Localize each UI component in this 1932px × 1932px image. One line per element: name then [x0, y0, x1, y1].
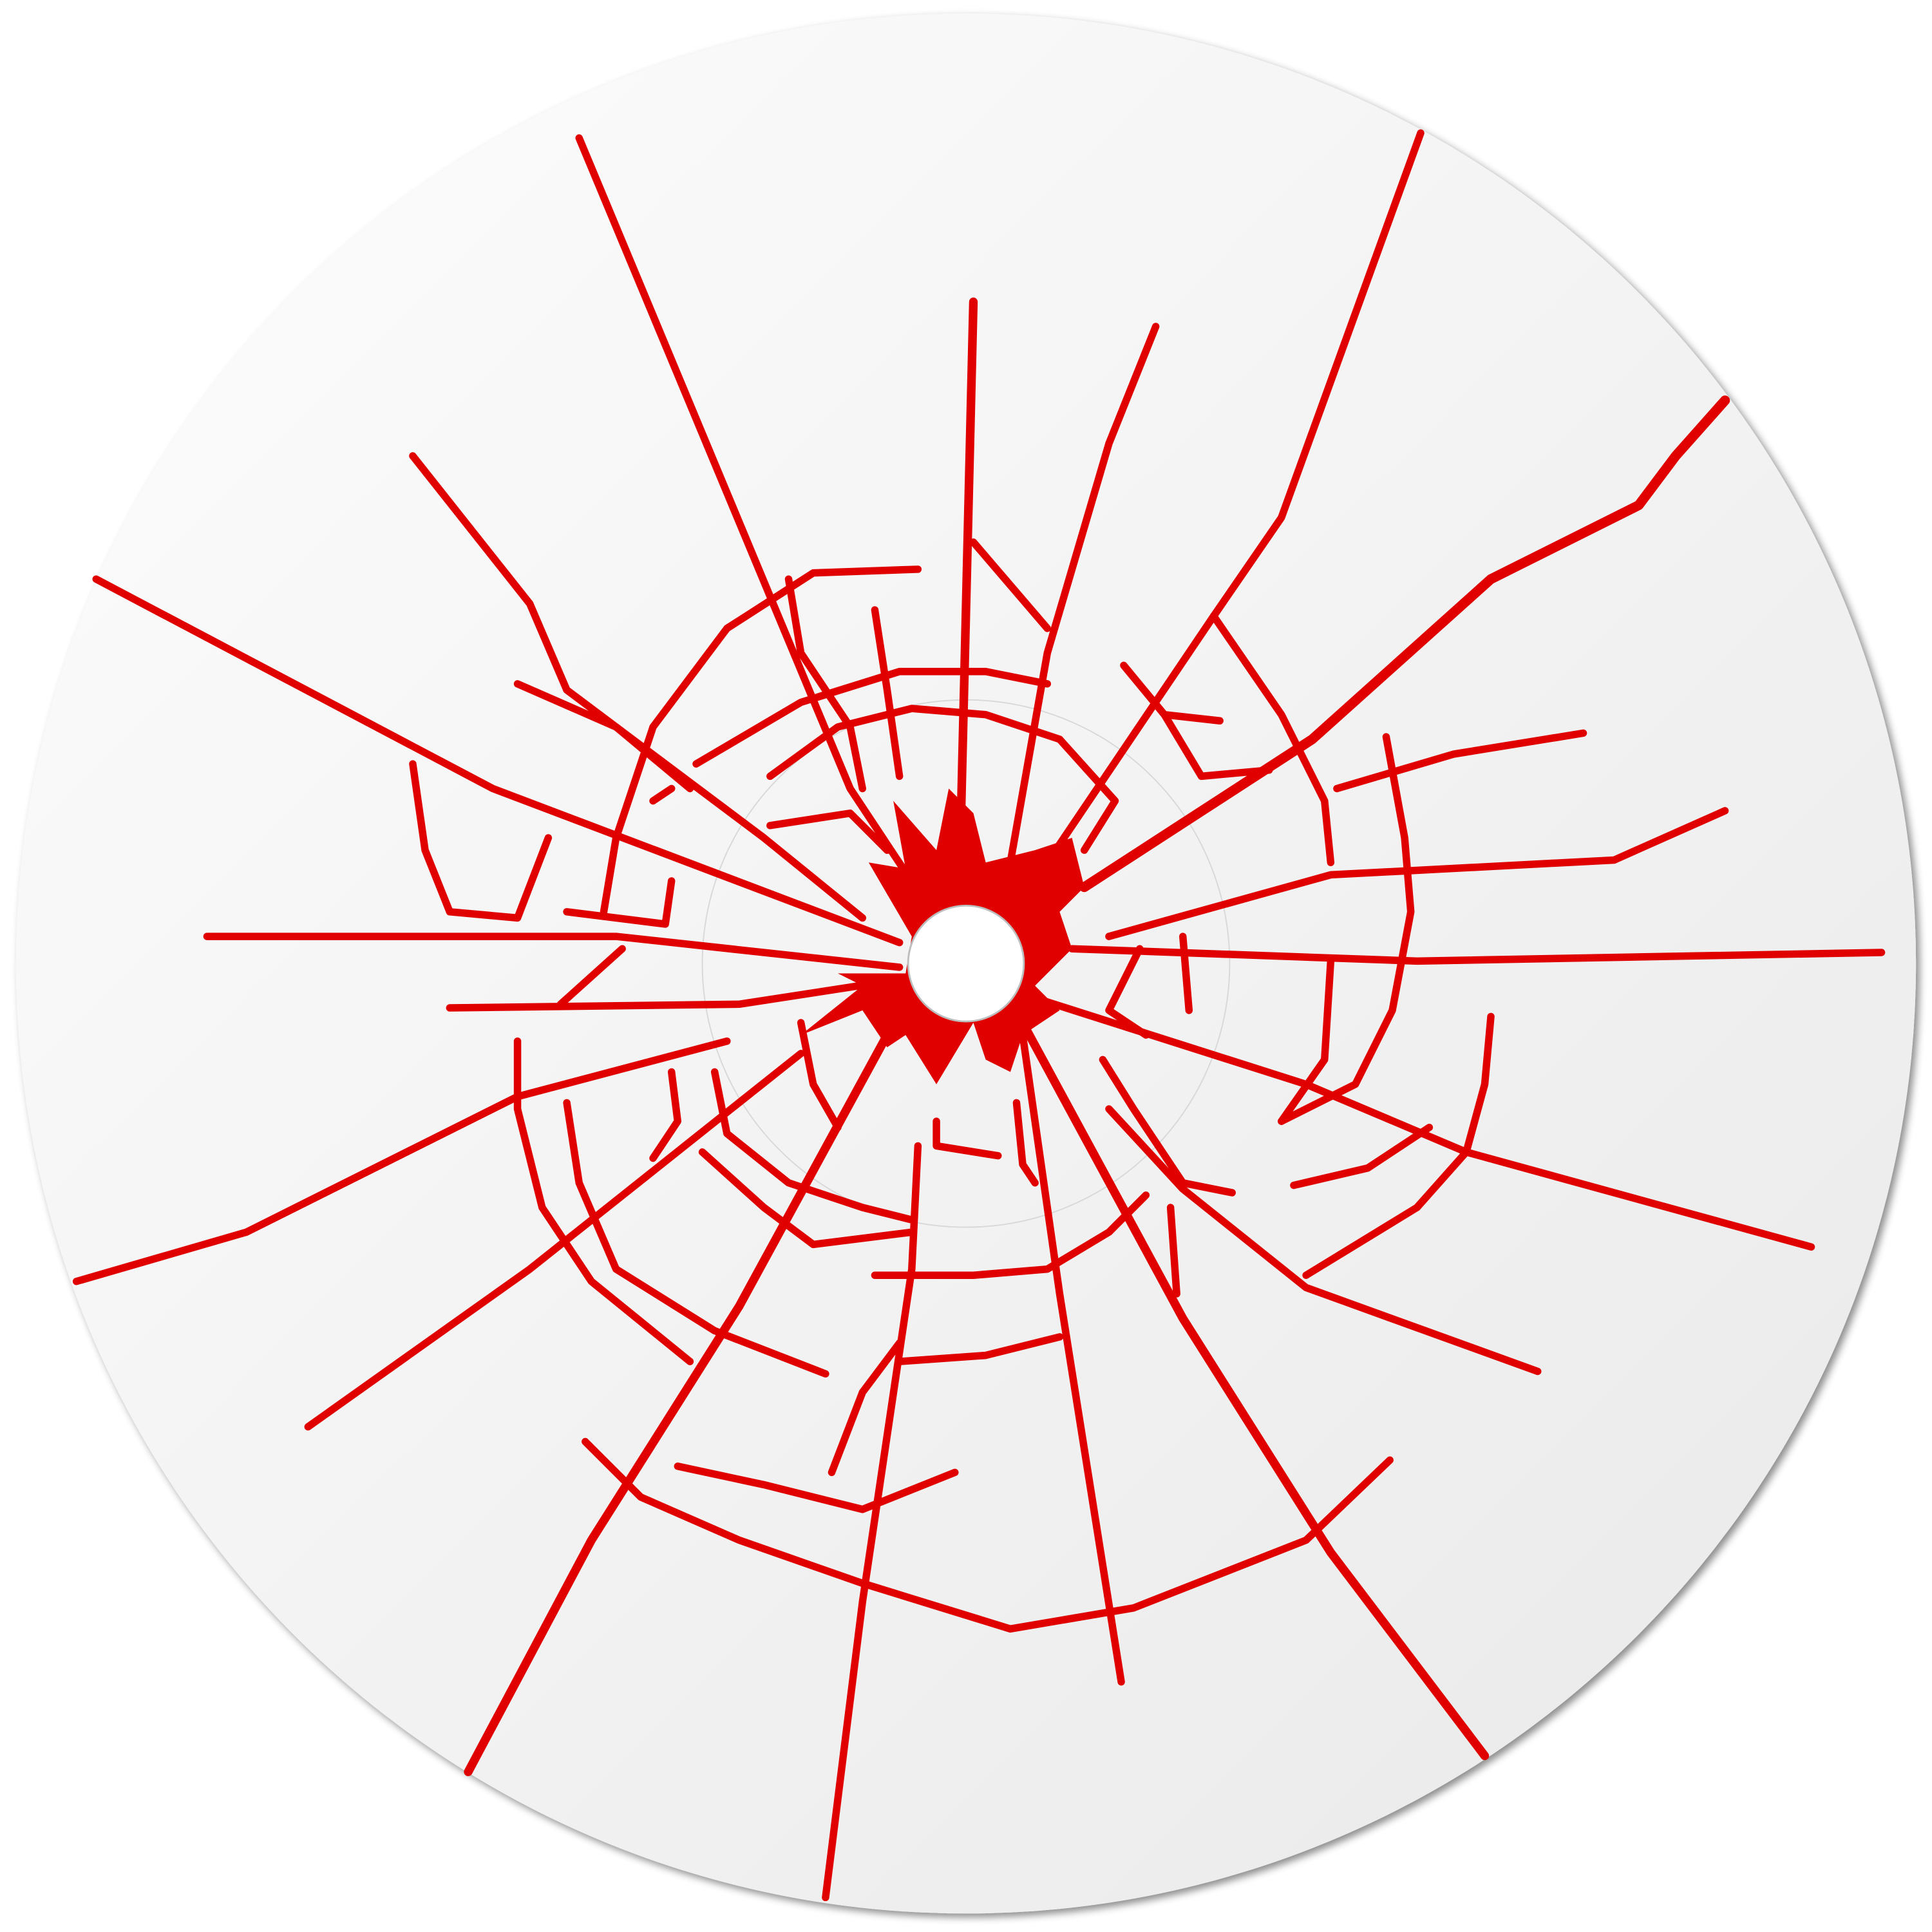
center-hole — [907, 904, 1025, 1023]
crack-line — [1019, 1031, 1125, 1686]
crack-ring — [556, 945, 626, 1009]
crack-line — [72, 1037, 731, 1285]
crack-ring — [1012, 1099, 1039, 1187]
crack-line — [822, 1142, 922, 1902]
crack-ring — [766, 810, 891, 854]
crack-line — [1018, 1018, 1490, 1761]
crack-line — [1105, 807, 1729, 940]
crack-ring — [1160, 710, 1273, 781]
crack-ring — [1278, 957, 1335, 1125]
crack-line — [92, 575, 904, 947]
crack-ring — [563, 877, 676, 928]
crack-line — [409, 452, 867, 922]
crack-ring — [600, 565, 922, 916]
crack-ring — [582, 1437, 1394, 1633]
crack-ring — [513, 1037, 694, 1365]
crack-ring — [784, 575, 867, 793]
crack-ring — [1099, 1056, 1236, 1197]
crack-line — [446, 976, 904, 1012]
crack-ring — [649, 1068, 682, 1162]
crack-ring — [969, 538, 1052, 632]
crack-ring — [828, 1339, 904, 1477]
crack-line — [203, 933, 904, 971]
crack-ring — [766, 705, 1119, 854]
crack-ring — [933, 1117, 1002, 1160]
crack-line — [513, 680, 694, 793]
crack-line — [956, 298, 978, 818]
crack-ring — [1302, 1012, 1495, 1279]
crack-ring — [674, 1463, 959, 1513]
crack-ring — [710, 1068, 916, 1224]
crack-line — [1105, 1105, 1542, 1376]
crack-ring — [1278, 733, 1415, 1125]
crack-ring — [698, 1148, 916, 1249]
crack-ring — [797, 1019, 842, 1132]
crack-line — [464, 1030, 892, 1776]
crack-ring — [649, 784, 676, 805]
crack-ring — [409, 760, 553, 922]
crack-pattern — [72, 129, 1886, 1902]
crack-ring — [1179, 933, 1193, 1014]
crack-ring — [871, 1191, 1150, 1279]
crack-line — [1043, 129, 1425, 867]
crack-ring — [895, 1333, 1064, 1365]
crack-line — [304, 1050, 805, 1431]
crack-ring — [871, 606, 904, 781]
crack-line — [1333, 729, 1587, 793]
crack-ring — [1209, 612, 1335, 867]
crack-ring — [1290, 1123, 1434, 1189]
crack-ring — [1166, 1204, 1180, 1298]
crack-line — [1079, 395, 1730, 893]
crack-ring — [1105, 945, 1150, 1039]
crack-ring — [692, 667, 1052, 768]
crack-line — [1031, 994, 1815, 1251]
crack-line — [1007, 323, 1160, 867]
crack-ring — [563, 1099, 829, 1378]
